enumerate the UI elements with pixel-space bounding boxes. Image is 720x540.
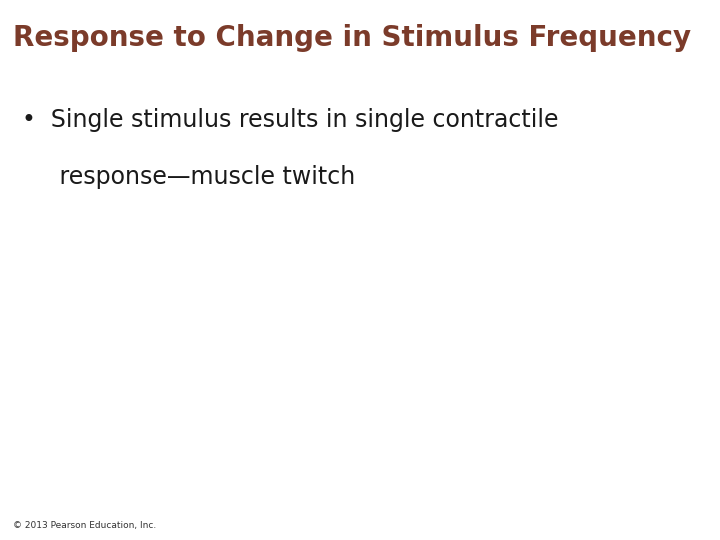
Text: response—muscle twitch: response—muscle twitch (22, 165, 355, 188)
Text: © 2013 Pearson Education, Inc.: © 2013 Pearson Education, Inc. (13, 521, 156, 530)
Text: Response to Change in Stimulus Frequency: Response to Change in Stimulus Frequency (13, 24, 691, 52)
Text: •  Single stimulus results in single contractile: • Single stimulus results in single cont… (22, 108, 558, 132)
